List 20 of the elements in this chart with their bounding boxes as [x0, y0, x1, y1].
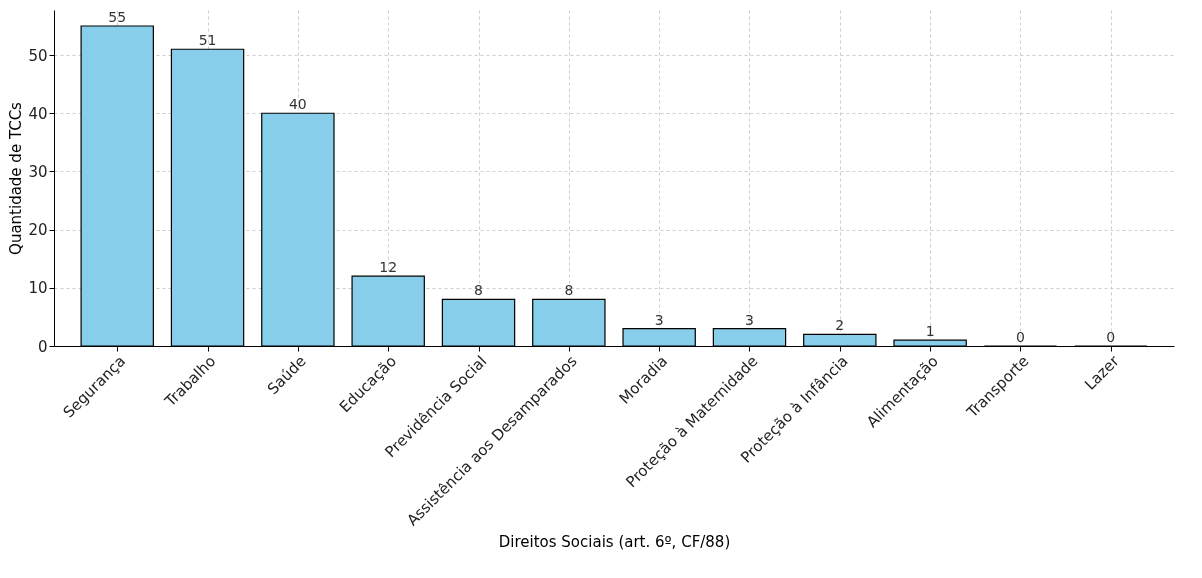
data-label: 12 [379, 259, 398, 276]
x-axis-title: Direitos Sociais (art. 6º, CF/88) [498, 532, 731, 551]
data-label: 2 [835, 317, 845, 334]
data-label: 40 [288, 96, 307, 113]
y-tick-label: 30 [28, 162, 48, 181]
y-axis-title: Quantidade de TCCs [7, 101, 26, 255]
y-tick-label: 40 [28, 104, 48, 123]
data-label: 0 [1015, 329, 1025, 345]
data-label: 3 [654, 311, 664, 328]
y-tick-label: 0 [37, 337, 48, 356]
y-tick-label: 10 [28, 279, 48, 298]
y-tick-label: 20 [28, 221, 48, 240]
data-label: 8 [564, 282, 574, 299]
data-label: 0 [1106, 329, 1116, 345]
data-label: 3 [745, 311, 754, 328]
data-label: 8 [474, 282, 483, 299]
data-label: 51 [198, 32, 217, 49]
y-tick-label: 50 [28, 46, 48, 65]
data-label: 1 [925, 323, 935, 340]
data-label: 55 [108, 9, 127, 25]
